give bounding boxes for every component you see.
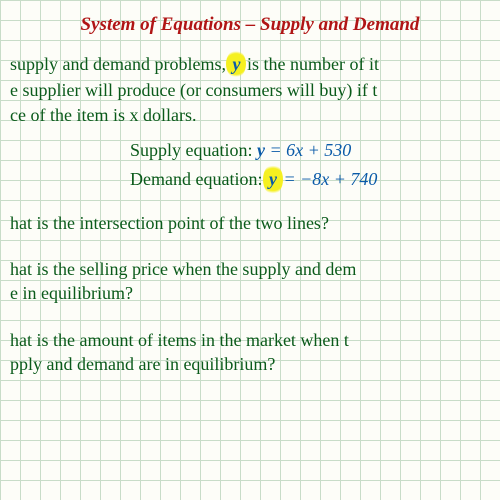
supply-equation-line: Supply equation: y = 6x + 530 xyxy=(130,137,490,164)
q3-line1: hat is the amount of items in the market… xyxy=(10,330,349,350)
q2-line1: hat is the selling price when the supply… xyxy=(10,259,356,279)
equations-block: Supply equation: y = 6x + 530 Demand equ… xyxy=(10,137,490,195)
supply-math: y = 6x + 530 xyxy=(257,140,351,160)
supply-label: Supply equation: xyxy=(130,140,257,160)
q3-line2: pply and demand are in equilibrium? xyxy=(10,354,275,374)
variable-y: y xyxy=(232,54,240,74)
question-2: hat is the selling price when the supply… xyxy=(10,257,490,306)
slide-content: System of Equations – Supply and Demand … xyxy=(0,0,500,408)
intro-text-1: supply and demand problems, xyxy=(10,54,230,74)
page-title: System of Equations – Supply and Demand xyxy=(10,14,490,36)
supply-eq-text: = 6x + 530 xyxy=(265,140,351,160)
demand-equation-line: Demand equation: y = −8x + 740 xyxy=(130,164,490,195)
intro-paragraph: supply and demand problems, y is the num… xyxy=(10,50,490,127)
demand-y: y xyxy=(269,169,277,189)
intro-text-4: ce of the item is x dollars. xyxy=(10,105,196,125)
question-1: hat is the intersection point of the two… xyxy=(10,211,490,235)
demand-eq-text: = −8x + 740 xyxy=(279,169,377,189)
supply-y: y xyxy=(257,140,265,160)
demand-label: Demand equation: xyxy=(130,169,267,189)
intro-text-3: e supplier will produce (or consumers wi… xyxy=(10,80,377,100)
intro-text-2: is the number of it xyxy=(242,54,378,74)
q1-text: hat is the intersection point of the two… xyxy=(10,213,329,233)
question-3: hat is the amount of items in the market… xyxy=(10,328,490,377)
q2-line2: e in equilibrium? xyxy=(10,283,133,303)
